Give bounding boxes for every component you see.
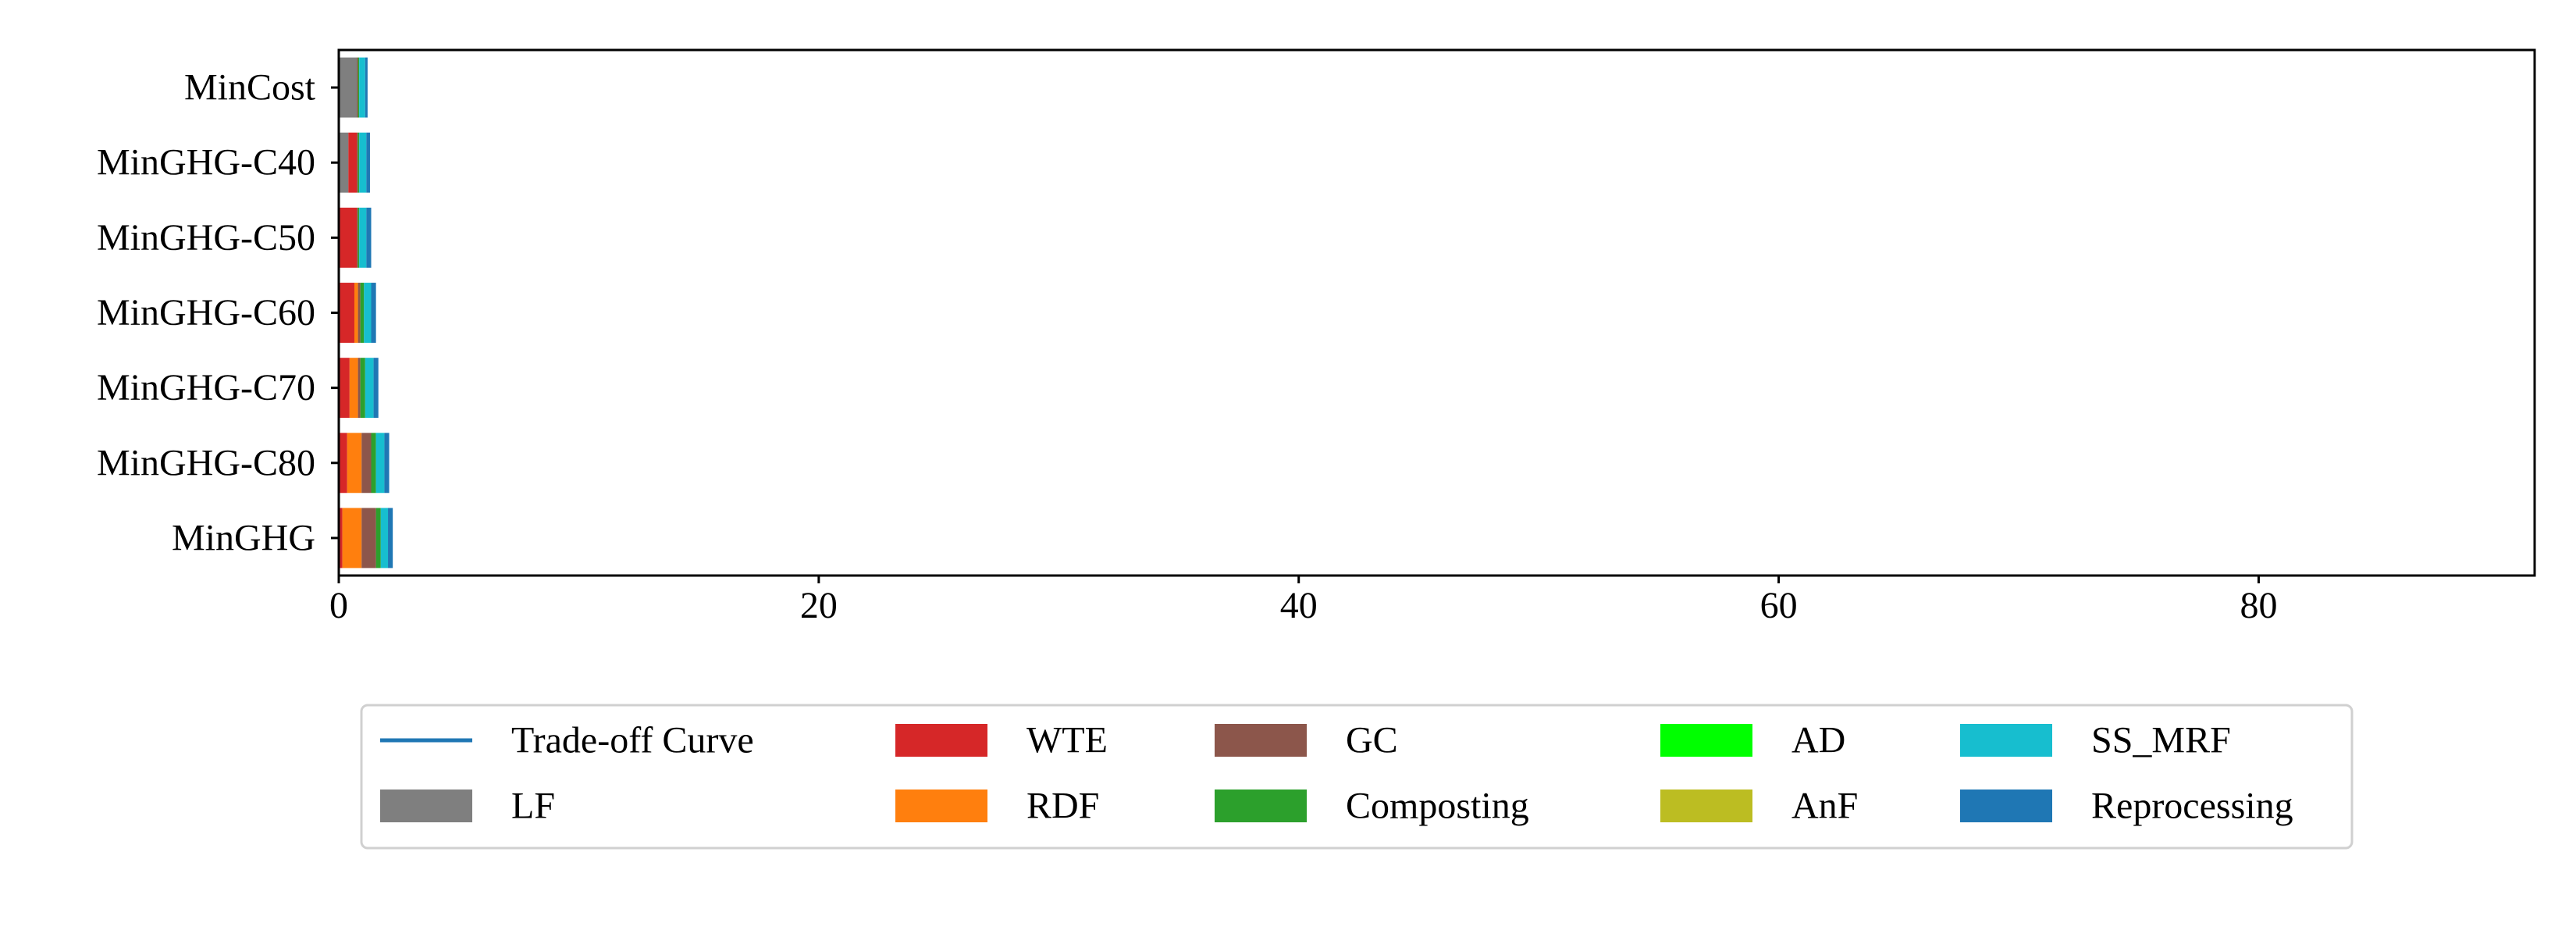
legend-swatch-ss-mrf	[1960, 724, 2052, 757]
bar-minghg-c80-gc	[361, 433, 372, 494]
bar-minghg-c70-reprocessing	[373, 358, 379, 419]
x-axis: 0 20 40 60 80	[329, 576, 2277, 626]
x-tick-label: 80	[2240, 585, 2277, 626]
plot-background	[339, 50, 2535, 576]
bar-minghg-c60-gc	[358, 283, 361, 343]
bar-minghg-c40-wte	[348, 132, 358, 193]
x-tick-label: 40	[1280, 585, 1318, 626]
x-tick-label: 0	[329, 585, 348, 626]
bar-minghg-c50-composting	[358, 207, 360, 268]
bar-minghg-c70-rdf	[349, 358, 358, 419]
bar-minghg-c40-composting	[358, 132, 360, 193]
bar-minghg-c70-ss-mrf	[365, 358, 374, 419]
legend-label-lf: LF	[511, 786, 555, 827]
y-tick-label: MinGHG-C50	[97, 217, 315, 258]
bar-minghg-rdf	[342, 508, 362, 569]
bar-minghg-ss-mrf	[380, 508, 389, 569]
legend-swatch-ad	[1660, 724, 1752, 757]
bar-minghg-c60-wte	[340, 283, 354, 343]
x-tick-label: 60	[1760, 585, 1798, 626]
legend-swatch-rdf	[895, 790, 987, 822]
bar-minghg-c70-wte	[340, 358, 350, 419]
bar-minghg-c70-composting	[360, 358, 365, 419]
legend-label-trade-off-curve: Trade-off Curve	[511, 720, 754, 761]
bar-minghg-c60-rdf	[354, 283, 358, 343]
bar-minghg-c50-reprocessing	[366, 207, 372, 268]
bar-mincost-gc	[357, 57, 358, 118]
bar-mincost-ss-mrf	[359, 57, 365, 118]
legend-label-composting: Composting	[1346, 786, 1529, 827]
bar-minghg-c40-ss-mrf	[359, 132, 367, 193]
legend-label-ss-mrf: SS_MRF	[2091, 720, 2231, 761]
bar-mincost-lf	[339, 57, 358, 118]
legend-box	[360, 704, 2354, 850]
bar-minghg-c80-reprocessing	[384, 433, 390, 494]
bar-minghg-c40-gc	[357, 132, 358, 193]
y-tick-label: MinGHG-C60	[97, 292, 315, 333]
y-tick-label: MinGHG-C40	[97, 142, 315, 184]
bar-minghg-gc	[361, 508, 376, 569]
bar-minghg-c80-rdf	[347, 433, 362, 494]
legend-swatch-reprocessing	[1960, 790, 2052, 822]
bar-minghg-c50-gc	[357, 207, 358, 268]
bar-minghg-c40-lf	[339, 132, 349, 193]
bars-group	[339, 57, 393, 569]
legend: Trade-off Curve LF WTE RDF GC Composting AD AnF…	[360, 704, 2354, 850]
legend-label-ad: AD	[1791, 720, 1845, 761]
y-tick-label: MinCost	[184, 67, 316, 109]
y-tick-label: MinGHG-C80	[97, 442, 315, 483]
bar-minghg-c60-reprocessing	[371, 283, 376, 343]
bar-minghg-wte	[340, 508, 343, 569]
legend-swatch-anf	[1660, 790, 1752, 822]
x-tick-label: 20	[800, 585, 838, 626]
legend-label-gc: GC	[1346, 720, 1398, 761]
y-tick-label: MinGHG	[172, 517, 315, 558]
bar-minghg-c40-reprocessing	[366, 132, 370, 193]
bar-minghg-c80-composting	[371, 433, 376, 494]
legend-swatch-composting	[1215, 790, 1307, 822]
bar-minghg-c80-wte	[340, 433, 347, 494]
bar-minghg-reprocessing	[388, 508, 393, 569]
legend-swatch-lf	[380, 790, 472, 822]
bar-minghg-c50-wte	[340, 207, 358, 268]
plot-frame	[337, 48, 2536, 577]
y-tick-label: MinGHG-C70	[97, 367, 315, 408]
bar-minghg-c80-ss-mrf	[375, 433, 385, 494]
legend-label-rdf: RDF	[1026, 786, 1099, 827]
bar-minghg-c50-ss-mrf	[359, 207, 367, 268]
bar-mincost-reprocessing	[365, 57, 368, 118]
legend-label-wte: WTE	[1026, 720, 1108, 761]
bar-minghg-composting	[375, 508, 381, 569]
y-axis: MinCost MinGHG-C40 MinGHG-C50 MinGHG-C60 Min…	[97, 67, 339, 558]
legend-swatch-gc	[1215, 724, 1307, 757]
legend-swatch-wte	[895, 724, 987, 757]
bar-mincost-composting	[358, 57, 360, 118]
legend-label-anf: AnF	[1791, 786, 1858, 827]
legend-label-reprocessing: Reprocessing	[2091, 786, 2293, 827]
bar-minghg-c70-gc	[358, 358, 361, 419]
bar-minghg-c60-ss-mrf	[364, 283, 372, 343]
bar-minghg-c60-composting	[360, 283, 365, 343]
